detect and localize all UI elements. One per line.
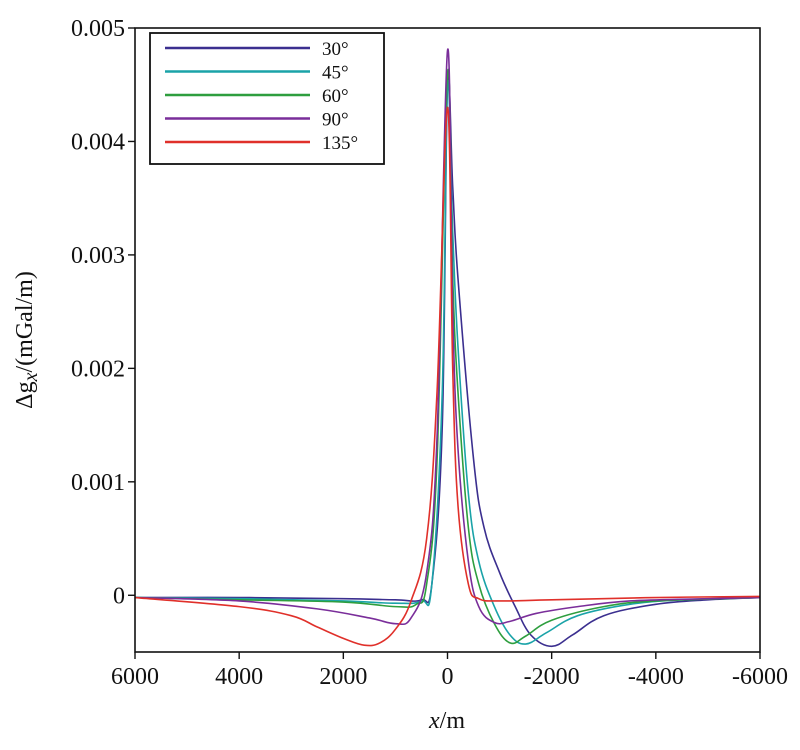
legend-label: 45° bbox=[322, 63, 349, 84]
series-line-1 bbox=[135, 80, 760, 645]
series-line-4 bbox=[135, 106, 760, 647]
legend-label: 30° bbox=[322, 39, 349, 60]
x-tick-label: -4000 bbox=[628, 664, 684, 690]
y-tick-label: 0.003 bbox=[71, 243, 125, 269]
y-tick-label: 0.005 bbox=[71, 16, 125, 42]
y-tick-label: 0.001 bbox=[71, 470, 125, 496]
x-tick-label: -6000 bbox=[732, 664, 788, 690]
x-axis-ticks: 6000 4000 2000 0 -2000 -4000 -6000 bbox=[111, 652, 788, 690]
x-tick-label: -2000 bbox=[524, 664, 580, 690]
y-tick-label: 0 bbox=[113, 583, 125, 609]
legend-label: 135° bbox=[322, 133, 358, 154]
legend-label: 90° bbox=[322, 110, 349, 131]
y-tick-label: 0.002 bbox=[71, 356, 125, 382]
y-axis-ticks: 0 0.001 0.002 0.003 0.004 0.005 bbox=[71, 16, 135, 609]
x-tick-label: 2000 bbox=[319, 664, 367, 690]
x-axis-label: x/m bbox=[428, 708, 465, 734]
x-tick-label: 6000 bbox=[111, 664, 159, 690]
legend-label: 60° bbox=[322, 86, 349, 107]
x-tick-label: 0 bbox=[442, 664, 454, 690]
y-axis-label: Δgx/(mGal/m) bbox=[12, 271, 42, 409]
y-tick-label: 0.004 bbox=[71, 129, 125, 155]
series-line-0 bbox=[135, 74, 760, 648]
series-layer bbox=[135, 48, 760, 648]
x-tick-label: 4000 bbox=[215, 664, 263, 690]
legend: 30° 45°60° 90°135° bbox=[149, 32, 385, 165]
